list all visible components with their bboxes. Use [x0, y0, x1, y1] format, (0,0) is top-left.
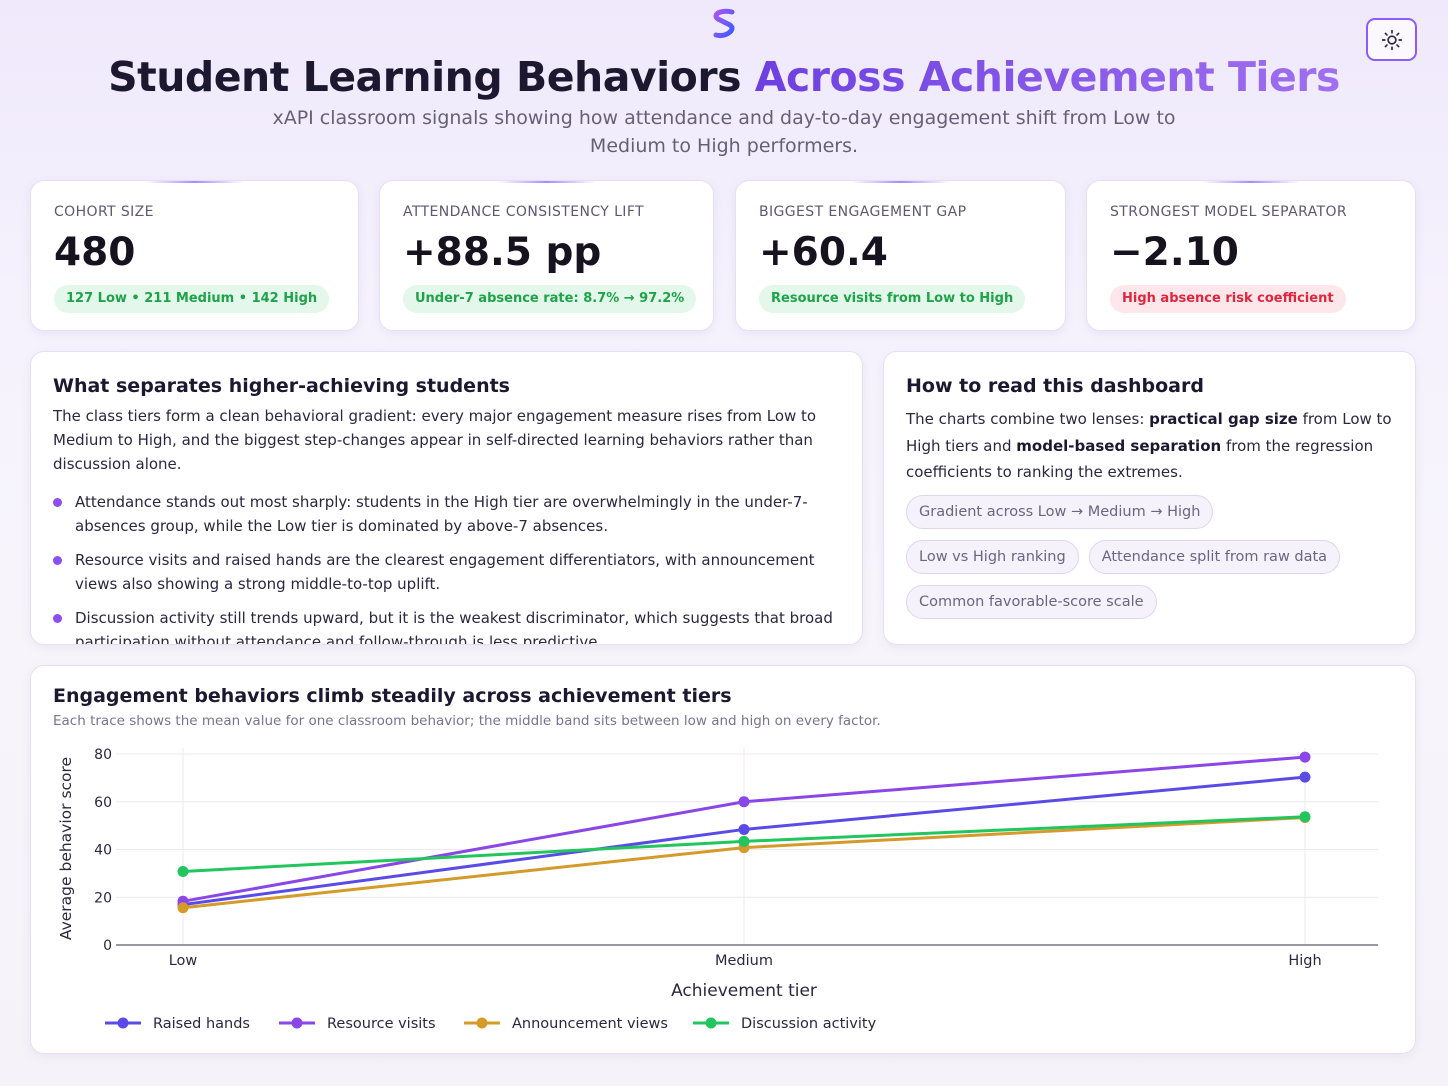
data-point — [177, 902, 189, 914]
insights-title: What separates higher-achieving students — [53, 375, 510, 397]
kpi-card-engagement-gap: BIGGEST ENGAGEMENT GAP +60.4 Resource vi… — [735, 180, 1066, 331]
y-tick-label: 40 — [94, 843, 112, 859]
chart-subtitle: Each trace shows the mean value for one … — [53, 713, 881, 729]
howto-card: How to read this dashboard The charts co… — [883, 351, 1416, 645]
theme-toggle-button[interactable] — [1366, 18, 1417, 61]
legend-marker — [291, 1017, 303, 1029]
howto-intro-text: from Low to High tiers and — [906, 410, 1392, 455]
howto-title: How to read this dashboard — [906, 375, 1204, 397]
line-chart: 0 20 40 60 80 Low Medium High Achievement tier Av… — [57, 747, 1378, 1032]
kpi-card-model-separator: STRONGEST MODEL SEPARATOR −2.10 High abs… — [1086, 180, 1416, 331]
page-title-part2: Across Achievement Tiers — [754, 53, 1341, 101]
data-point — [1299, 771, 1311, 783]
kpi-value: +60.4 — [759, 230, 888, 275]
data-point — [1299, 811, 1311, 823]
x-tick-label: Low — [169, 953, 198, 969]
bullet-dot-icon — [53, 614, 62, 623]
chart-card: 0 20 40 60 80 Low Medium High Achievement tier Av… — [30, 665, 1416, 1054]
y-tick-label: 20 — [94, 890, 112, 906]
insights-card: What separates higher-achieving students… — [30, 351, 863, 645]
x-axis-title: Achievement tier — [671, 981, 817, 1001]
insights-intro: The class tiers form a clean behavioral … — [53, 407, 817, 473]
legend-marker — [705, 1017, 717, 1029]
legend-label: Raised hands — [153, 1016, 250, 1032]
kpi-label: ATTENDANCE CONSISTENCY LIFT — [403, 204, 644, 220]
page-title-part1: Student Learning Behaviors — [108, 53, 741, 101]
data-point — [738, 823, 750, 835]
chip-attendance-split[interactable]: Attendance split from raw data — [1088, 539, 1341, 574]
chip-group: Gradient across Low → Medium → High Low … — [906, 494, 1393, 619]
y-tick-label: 0 — [103, 938, 112, 954]
kpi-label: BIGGEST ENGAGEMENT GAP — [759, 204, 967, 220]
kpi-value: +88.5 pp — [403, 230, 602, 275]
chip-score-scale[interactable]: Common favorable-score scale — [906, 584, 1157, 619]
list-item: Attendance stands out most sharply: stud… — [53, 490, 840, 538]
kpi-label: COHORT SIZE — [54, 204, 154, 220]
chart-title: Engagement behaviors climb steadily acro… — [53, 685, 732, 707]
x-tick-label: High — [1288, 953, 1321, 969]
list-item-text: Resource visits and raised hands are the… — [75, 551, 815, 593]
howto-intro: The charts combine two lenses: practical… — [906, 406, 1393, 486]
legend-marker — [476, 1017, 488, 1029]
howto-intro-emphasis: practical gap size — [1149, 410, 1298, 428]
list-item-text: Discussion activity still trends upward,… — [75, 609, 833, 645]
legend-marker — [117, 1017, 129, 1029]
legend-label: Resource visits — [327, 1016, 436, 1032]
howto-intro-text: The charts combine two lenses: — [906, 410, 1150, 428]
kpi-badge: Resource visits from Low to High — [759, 285, 1026, 313]
legend-label: Announcement views — [512, 1016, 668, 1032]
brand-s-logo-icon — [713, 8, 735, 39]
page-title: Student Learning Behaviors Across Achiev… — [0, 52, 1448, 102]
kpi-card-attendance-lift: ATTENDANCE CONSISTENCY LIFT +88.5 pp Und… — [379, 180, 714, 331]
bullet-dot-icon — [53, 498, 62, 507]
list-item: Discussion activity still trends upward,… — [53, 606, 840, 645]
list-item: Resource visits and raised hands are the… — [53, 548, 840, 596]
legend-label: Discussion activity — [741, 1016, 877, 1032]
kpi-card-cohort-size: COHORT SIZE 480 127 Low • 211 Medium • 1… — [30, 180, 359, 331]
howto-intro-emphasis: model-based separation — [1016, 436, 1222, 455]
insights-list: Attendance stands out most sharply: stud… — [53, 490, 840, 645]
kpi-badge: High absence risk coefficient — [1110, 285, 1346, 313]
bullet-dot-icon — [53, 556, 62, 565]
sun-icon — [1381, 29, 1402, 50]
kpi-badge: 127 Low • 211 Medium • 142 High — [54, 285, 330, 313]
data-point — [177, 865, 189, 877]
chip-gradient[interactable]: Gradient across Low → Medium → High — [906, 494, 1214, 529]
data-point — [1299, 751, 1311, 763]
kpi-badge: Under-7 absence rate: 8.7% → 97.2% — [403, 285, 697, 313]
data-point — [738, 835, 750, 847]
list-item-text: Attendance stands out most sharply: stud… — [75, 493, 808, 535]
y-tick-label: 80 — [94, 747, 112, 763]
y-axis-title: Average behavior score — [57, 757, 75, 940]
chip-ranking[interactable]: Low vs High ranking — [906, 539, 1079, 574]
kpi-label: STRONGEST MODEL SEPARATOR — [1110, 204, 1348, 220]
y-tick-label: 60 — [94, 795, 112, 811]
page-subtitle: xAPI classroom signals showing how atten… — [272, 107, 1176, 157]
data-point — [738, 796, 750, 808]
kpi-value: −2.10 — [1110, 230, 1239, 275]
howto-intro-text: from the regression coefficients to rank… — [906, 436, 1374, 482]
kpi-value: 480 — [54, 230, 136, 275]
x-tick-label: Medium — [715, 953, 773, 969]
